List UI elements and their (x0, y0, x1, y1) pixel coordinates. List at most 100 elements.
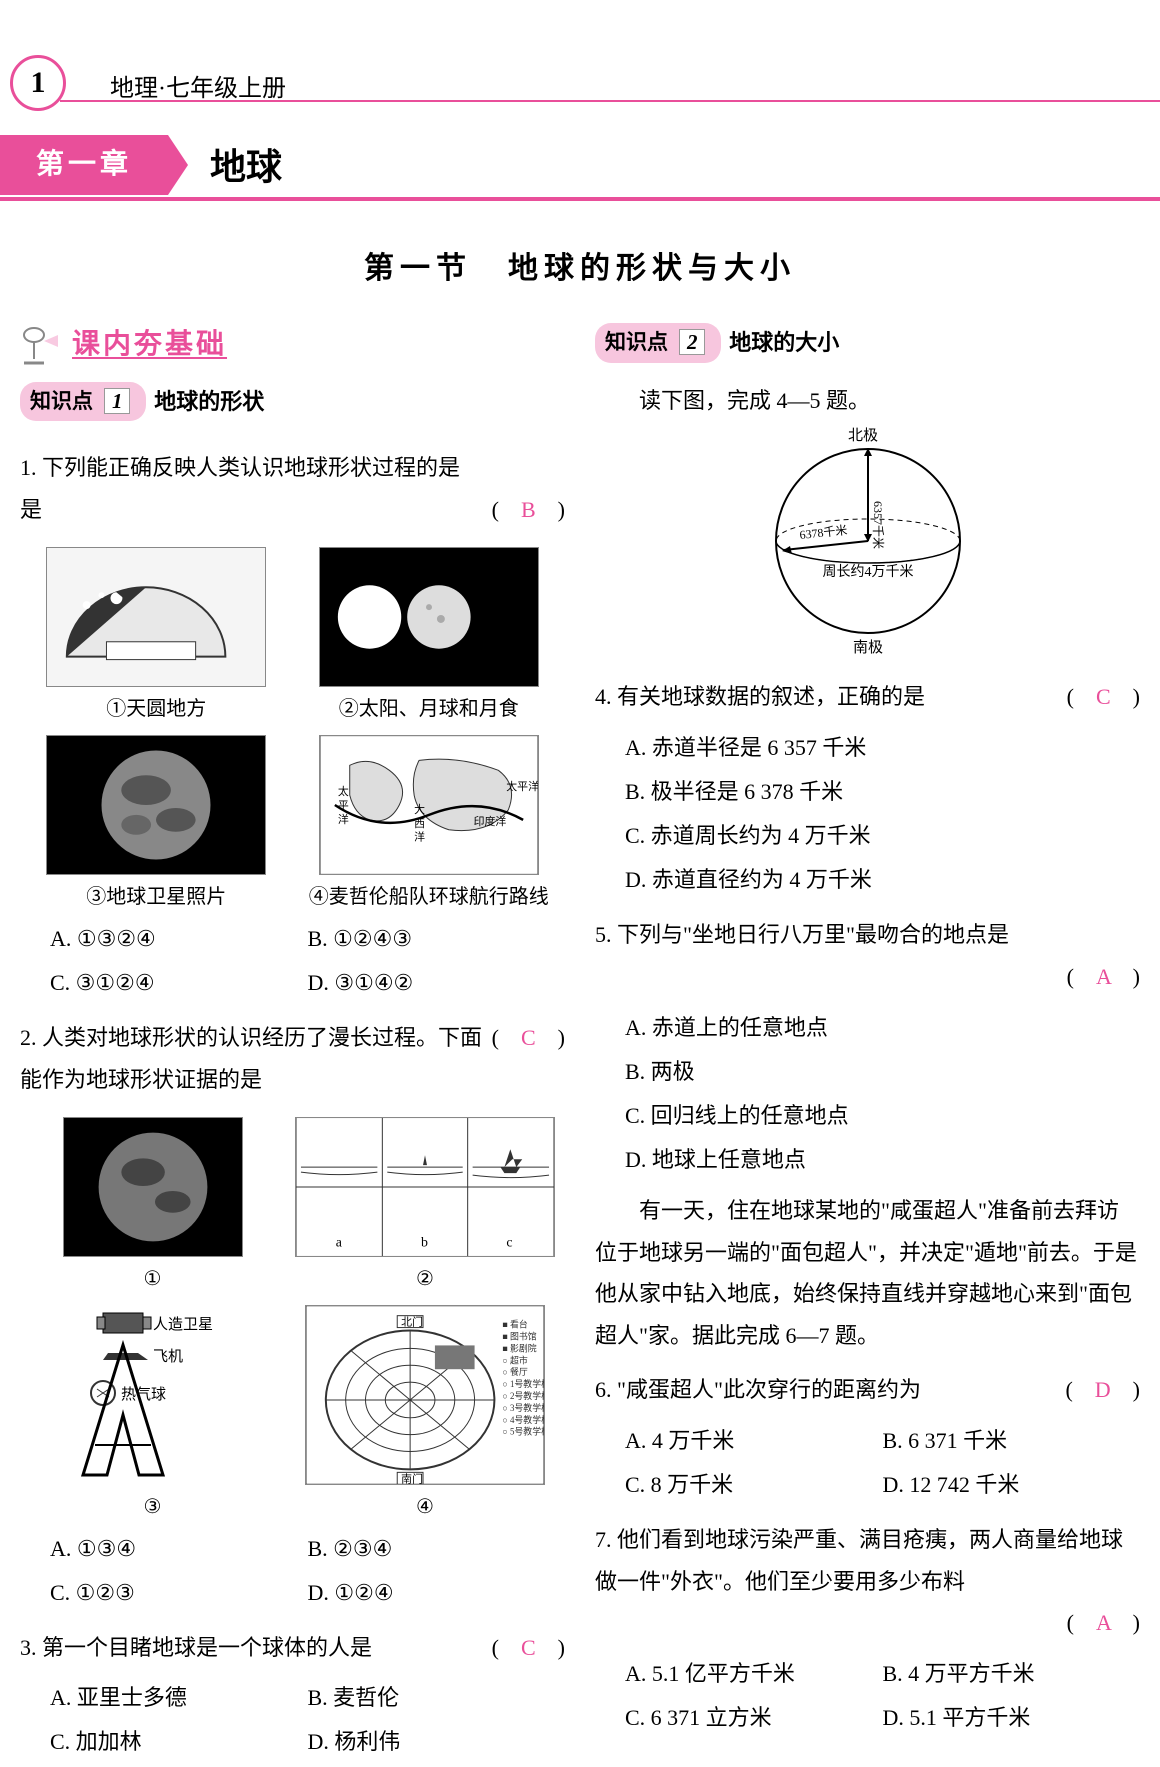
answer-mark: D (1095, 1377, 1111, 1402)
right-column: 知识点 2 地球的大小 读下图，完成 4—5 题。 北极 6357千米 6378… (595, 323, 1140, 1764)
figure-cell: 北门 南门 ■ 看台 ■ 图书馆 ■ 影剧院 ○ 超市 ○ 餐厅 ○ 1号教学楼… (295, 1305, 555, 1523)
svg-text:南门: 南门 (401, 1471, 423, 1485)
figure-caption: ① (30, 1263, 275, 1295)
q-text-tail: 是 (20, 489, 42, 531)
option: A. ①③④ (50, 1527, 308, 1571)
knowledge-point-1: 知识点 1 地球的形状 (20, 382, 264, 422)
option: C. 回归线上的任意地点 (625, 1094, 1140, 1138)
figure-caption: ③ (30, 1491, 275, 1523)
figure-sky-dome (46, 547, 266, 687)
option: D. 杨利伟 (308, 1720, 566, 1764)
option: C. 加加林 (50, 1720, 308, 1764)
kp-number: 2 (679, 329, 705, 355)
svg-text:北极: 北极 (847, 427, 877, 444)
svg-text:a: a (336, 1235, 342, 1250)
option: C. ③①②④ (50, 961, 308, 1005)
answer-mark: A (1096, 964, 1111, 989)
figure-caption: ①天圆地方 (30, 693, 283, 725)
option: C. 6 371 立方米 (625, 1696, 883, 1740)
svg-text:太平洋: 太平洋 (506, 779, 538, 793)
left-column: 课内夯基础 知识点 1 地球的形状 1. 下列能正确反映人类认识地球形状过程的是… (20, 323, 565, 1764)
answer-mark: C (1096, 684, 1111, 709)
header-rule (60, 100, 1160, 102)
option: B. 麦哲伦 (308, 1676, 566, 1720)
option: D. 5.1 平方千米 (883, 1696, 1141, 1740)
knowledge-point-2: 知识点 2 地球的大小 (595, 323, 839, 363)
svg-text:北门: 北门 (401, 1314, 423, 1328)
globe-figure: 北极 6357千米 6378千米 周长约4万千米 南极 (595, 426, 1140, 665)
q-number: 7. (595, 1527, 612, 1552)
kp-label: 知识点 2 (595, 323, 721, 363)
question-5: 5. 下列与"坐地日行八万里"最吻合的地点是 ( A ) (595, 914, 1140, 998)
svg-text:6357千米: 6357千米 (871, 501, 885, 549)
option: D. 12 742 千米 (883, 1463, 1141, 1507)
svg-text:○ 2号教学楼: ○ 2号教学楼 (502, 1390, 544, 1401)
q-text: 有关地球数据的叙述，正确的是 (617, 684, 925, 709)
svg-text:西: 西 (414, 818, 425, 830)
q1-options: A. ①③②④ B. ①②④③ C. ③①②④ D. ③①④② (20, 917, 565, 1005)
figure-cell: ②太阳、月球和月食 (303, 547, 556, 725)
q4-options: A. 赤道半径是 6 357 千米 B. 极半径是 6 378 千米 C. 赤道… (595, 726, 1140, 902)
svg-text:南极: 南极 (852, 639, 882, 656)
page-header: 1 地理·七年级上册 (0, 0, 1160, 110)
chapter-title: 地球 (210, 139, 282, 197)
passage-text: 有一天，住在地球某地的"咸蛋超人"准备前去拜访位于地球另一端的"面包超人"，并决… (595, 1190, 1140, 1357)
q-text: 他们看到地球污染严重、满目疮痍，两人商量给地球做一件"外衣"。他们至少要用多少布… (595, 1527, 1123, 1594)
figure-cell: ①天圆地方 (30, 547, 283, 725)
q-text: 人类对地球形状的认识经历了漫长过程。下面能作为地球形状证据的是 (20, 1025, 482, 1092)
svg-text:○ 超市: ○ 超市 (502, 1354, 528, 1365)
q2-figure-grid: ① (20, 1109, 565, 1527)
figure-caption: ③地球卫星照片 (30, 881, 283, 913)
svg-text:○ 4号教学楼: ○ 4号教学楼 (502, 1413, 544, 1424)
q1-figure-grid: ①天圆地方 ②太阳、月球和月食 (20, 539, 565, 917)
option: B. ②③④ (308, 1527, 566, 1571)
intro-text: 读下图，完成 4—5 题。 (595, 383, 1140, 418)
kp-label-text: 知识点 (605, 330, 668, 354)
section-title: 第一节 地球的形状与大小 (0, 245, 1160, 293)
svg-text:○ 3号教学楼: ○ 3号教学楼 (502, 1401, 544, 1412)
option: D. ③①④② (308, 961, 566, 1005)
subject-line: 地理·七年级上册 (110, 70, 286, 108)
option: D. 地球上任意地点 (625, 1138, 1140, 1182)
option: B. 4 万平方千米 (883, 1652, 1141, 1696)
option: C. ①②③ (50, 1571, 308, 1615)
q2-options: A. ①③④ B. ②③④ C. ①②③ D. ①②④ (20, 1527, 565, 1615)
figure-cell: a b c ② (295, 1117, 555, 1295)
option: A. 赤道半径是 6 357 千米 (625, 726, 1140, 770)
figure-caption: ②太阳、月球和月食 (303, 693, 556, 725)
q5-options: A. 赤道上的任意地点 B. 两极 C. 回归线上的任意地点 D. 地球上任意地… (595, 1006, 1140, 1182)
option: B. 两极 (625, 1050, 1140, 1094)
option: A. 赤道上的任意地点 (625, 1006, 1140, 1050)
q-number: 5. (595, 922, 612, 947)
q7-options: A. 5.1 亿平方千米 B. 4 万平方千米 C. 6 371 立方米 D. … (595, 1652, 1140, 1740)
kp-label: 知识点 1 (20, 382, 146, 422)
svg-text:■ 图书馆: ■ 图书馆 (502, 1330, 536, 1341)
svg-text:○ 餐厅: ○ 餐厅 (502, 1366, 528, 1377)
question-1: 1. 下列能正确反映人类认识地球形状过程的是 是 ( B ) (20, 447, 565, 531)
option: D. 赤道直径约为 4 万千米 (625, 858, 1140, 902)
svg-text:周长约4万千米: 周长约4万千米 (822, 564, 913, 580)
q-text: 下列与"坐地日行八万里"最吻合的地点是 (617, 922, 1009, 947)
q-text: 第一个目睹地球是一个球体的人是 (42, 1635, 372, 1660)
option: C. 赤道周长约为 4 万千米 (625, 814, 1140, 858)
svg-text:热气球: 热气球 (121, 1386, 166, 1403)
kp-label-text: 知识点 (30, 389, 93, 413)
q3-options: A. 亚里士多德 B. 麦哲伦 C. 加加林 D. 杨利伟 (20, 1676, 565, 1764)
question-3: 3. 第一个目睹地球是一个球体的人是 ( C ) (20, 1627, 565, 1669)
svg-text:大: 大 (414, 802, 425, 816)
q-number: 1. (20, 455, 37, 480)
svg-text:人造卫星: 人造卫星 (153, 1316, 213, 1333)
question-6: 6. "咸蛋超人"此次穿行的距离约为 ( D ) (595, 1369, 1140, 1411)
svg-text:c: c (506, 1235, 512, 1250)
figure-cell: 太 平 洋 大 西 洋 印度洋 太平洋 ④麦哲伦船队环球航行路线 (303, 735, 556, 913)
svg-text:6378千米: 6378千米 (798, 523, 847, 542)
option: A. ①③②④ (50, 917, 308, 961)
page-number: 1 (10, 55, 66, 111)
kp-title: 地球的大小 (729, 325, 839, 360)
chapter-tab: 第一章 (0, 135, 168, 195)
svg-text:洋: 洋 (338, 812, 349, 826)
q-number: 6. (595, 1377, 612, 1402)
answer-mark: C (521, 1635, 536, 1660)
q-number: 2. (20, 1025, 37, 1050)
figure-ship-horizon: a b c (295, 1117, 555, 1257)
